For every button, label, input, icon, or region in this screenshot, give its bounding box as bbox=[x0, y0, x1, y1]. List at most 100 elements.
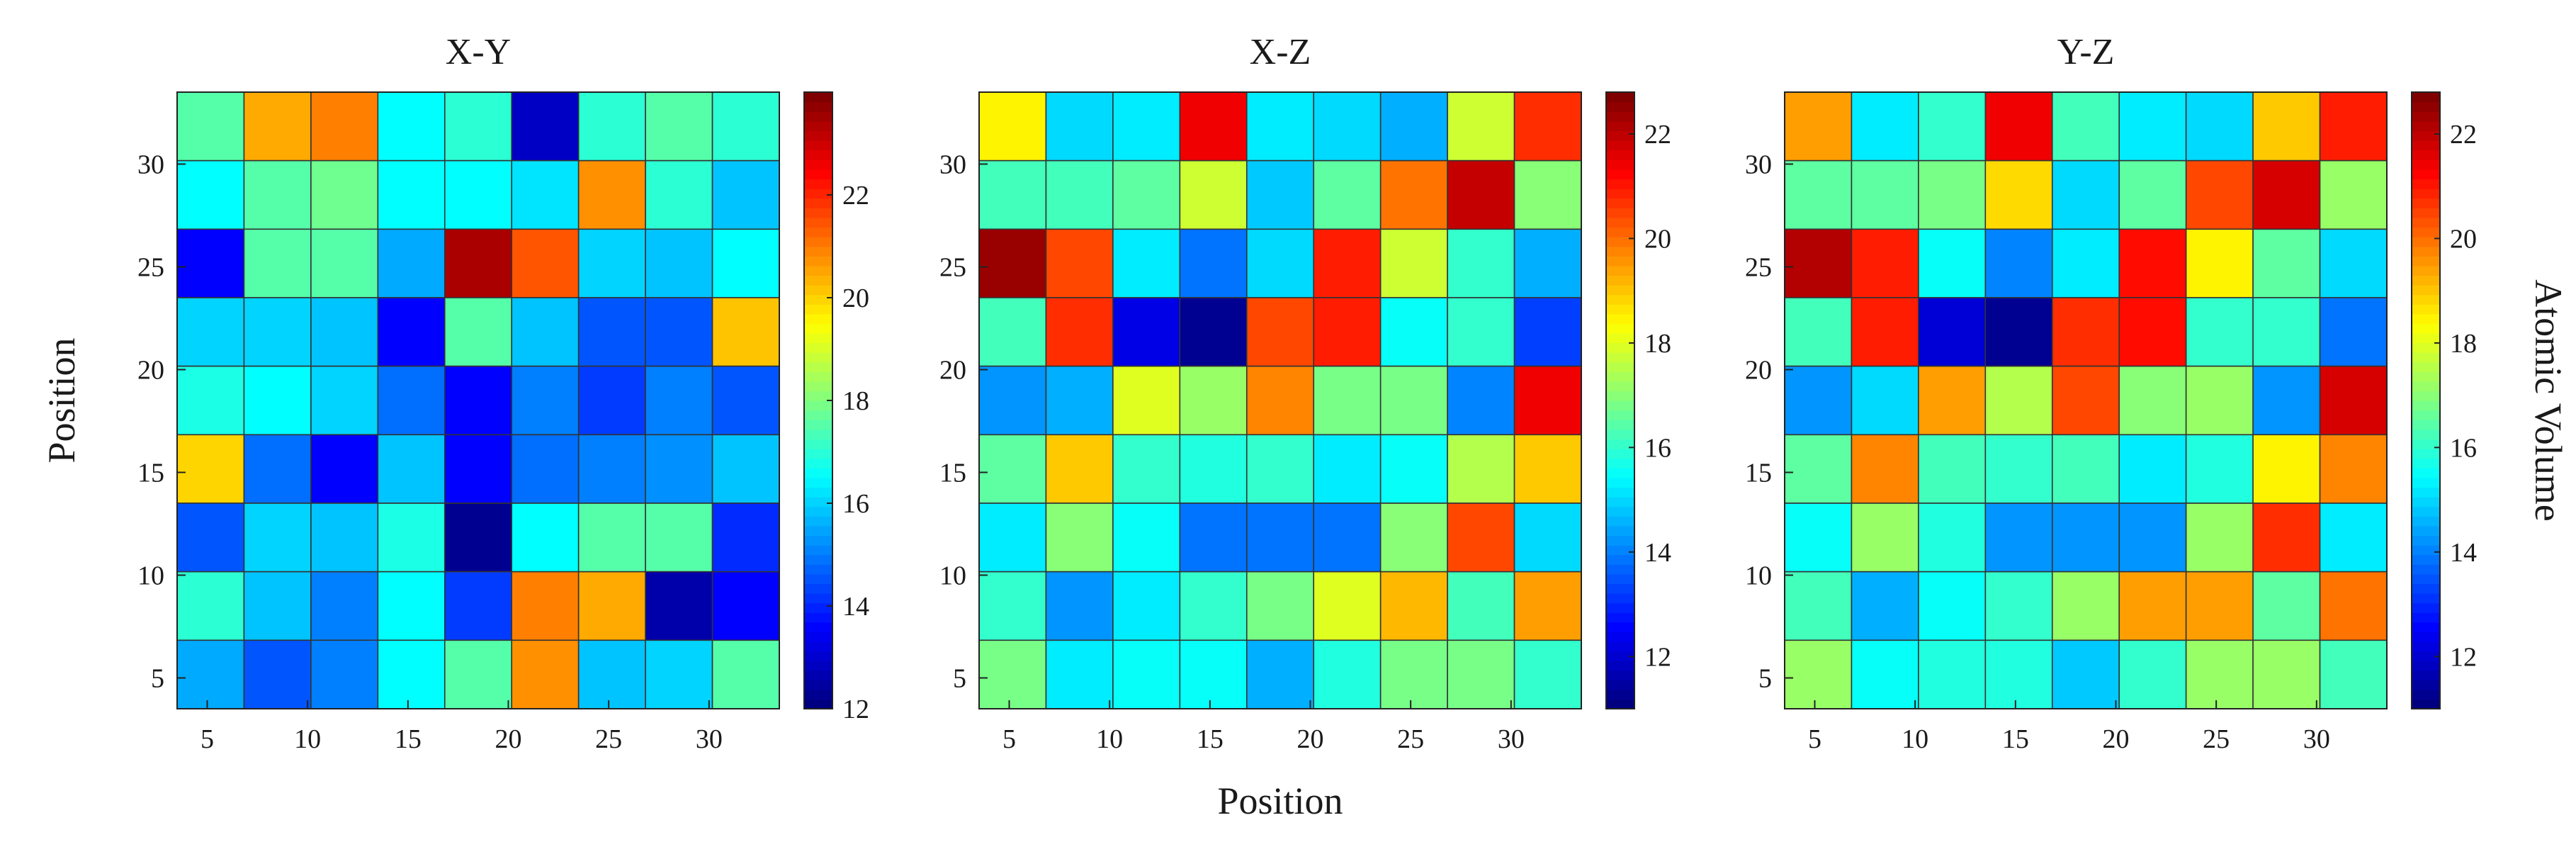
colorbar-segment bbox=[2412, 593, 2440, 604]
heatmap-cell bbox=[1045, 639, 1114, 709]
colorbar-tick-label: 22 bbox=[2450, 120, 2477, 150]
colorbar-tick-label: 12 bbox=[842, 695, 869, 724]
colorbar: 12 14 16 18 20 22 bbox=[803, 91, 869, 724]
heatmap-cell bbox=[176, 159, 245, 230]
heatmap-cell bbox=[444, 434, 513, 504]
y-tick-label: 25 bbox=[137, 253, 164, 283]
colorbar-segment bbox=[2412, 342, 2440, 353]
heatmap-cell bbox=[577, 228, 646, 298]
colorbar-segment bbox=[1606, 487, 1634, 498]
heatmap-cell bbox=[1513, 503, 1582, 573]
heatmap-cell bbox=[978, 503, 1047, 573]
heatmap-cell bbox=[577, 434, 646, 504]
heatmap-cell bbox=[1918, 91, 1987, 162]
heatmap-cell bbox=[1984, 503, 2053, 573]
heatmap-cell bbox=[310, 503, 379, 573]
colorbar-segment bbox=[1606, 661, 1634, 671]
colorbar-segment bbox=[804, 352, 832, 363]
heatmap-cell bbox=[1447, 434, 1515, 504]
colorbar-segment bbox=[804, 699, 832, 709]
colorbar-segment bbox=[804, 593, 832, 604]
heatmap-cell bbox=[511, 297, 580, 367]
heatmap-cell bbox=[645, 228, 713, 298]
heatmap-cell bbox=[645, 159, 713, 230]
colorbar-segment bbox=[804, 371, 832, 382]
colorbar-segment bbox=[1606, 468, 1634, 478]
colorbar-segment bbox=[1606, 256, 1634, 266]
colorbar-segment bbox=[1606, 429, 1634, 440]
heatmap-cell bbox=[310, 365, 379, 436]
colorbar-segment bbox=[2412, 294, 2440, 305]
colorbar-segment bbox=[804, 641, 832, 652]
heatmap-cell bbox=[1179, 434, 1248, 504]
heatmap-cell bbox=[711, 639, 780, 709]
heatmap-cell bbox=[2118, 503, 2187, 573]
colorbar-segment bbox=[1606, 506, 1634, 517]
heatmap-cell bbox=[1045, 297, 1114, 367]
heatmap-cell bbox=[1379, 228, 1448, 298]
colorbar-segment bbox=[2412, 525, 2440, 537]
colorbar-segment bbox=[804, 323, 832, 334]
heatmap-cell bbox=[2252, 571, 2321, 641]
heatmap-cell bbox=[1851, 571, 1919, 641]
y-tick-label: 10 bbox=[939, 561, 966, 591]
colorbar-segment bbox=[1606, 159, 1634, 170]
colorbar-segment bbox=[2412, 120, 2440, 132]
heatmap-cell bbox=[978, 228, 1047, 298]
heatmap-cell bbox=[1245, 297, 1315, 367]
colorbar: 12 14 16 18 20 22 bbox=[1605, 91, 1671, 709]
colorbar-segment bbox=[804, 544, 832, 556]
colorbar-segment bbox=[2412, 101, 2440, 112]
heatmap-cell bbox=[176, 365, 245, 436]
colorbar-segment bbox=[1606, 525, 1634, 537]
colorbar-segment bbox=[2412, 150, 2440, 160]
colorbar-segment bbox=[1606, 179, 1634, 189]
colorbar-segment bbox=[804, 381, 832, 392]
colorbar-segment bbox=[1606, 361, 1634, 373]
colorbar-segment bbox=[804, 198, 832, 208]
colorbar-segment bbox=[2412, 391, 2440, 401]
colorbar-segment bbox=[1606, 583, 1634, 594]
x-tick-label: 10 bbox=[1096, 724, 1123, 754]
heatmap-cell bbox=[2118, 434, 2187, 504]
colorbar-segment bbox=[804, 506, 832, 517]
colorbar-segment bbox=[2412, 198, 2440, 208]
heatmap-cell bbox=[444, 91, 513, 162]
heatmap-cell bbox=[1179, 639, 1248, 709]
colorbar-segment bbox=[1606, 236, 1634, 247]
colorbar-segment bbox=[2412, 217, 2440, 228]
heatmap-cell bbox=[511, 639, 580, 709]
heatmap-cell bbox=[1313, 503, 1382, 573]
colorbar-segment bbox=[1606, 169, 1634, 180]
y-tick-label: 10 bbox=[1745, 561, 1772, 591]
heatmap-cell bbox=[711, 503, 780, 573]
colorbar-segment bbox=[1606, 323, 1634, 334]
x-tick-label: 25 bbox=[1397, 724, 1424, 754]
colorbar-label: Atomic Volume bbox=[2527, 279, 2570, 522]
heatmap-cell bbox=[2118, 639, 2187, 709]
heatmap-cell bbox=[377, 91, 446, 162]
colorbar-segment bbox=[2412, 458, 2440, 468]
colorbar-segment bbox=[804, 391, 832, 401]
colorbar-segment bbox=[2412, 400, 2440, 411]
heatmap-cell bbox=[243, 365, 312, 436]
heatmap-cell bbox=[1045, 159, 1114, 230]
colorbar-tick-label: 16 bbox=[2450, 433, 2477, 463]
heatmap-cell bbox=[2051, 434, 2120, 504]
colorbar-segment bbox=[2412, 410, 2440, 420]
colorbar-segment bbox=[2412, 130, 2440, 141]
heatmap-cell bbox=[2051, 91, 2120, 162]
heatmap-cell bbox=[310, 571, 379, 641]
heatmap-cell bbox=[1447, 297, 1515, 367]
colorbar-segment bbox=[2412, 448, 2440, 459]
colorbar-tick-label: 12 bbox=[1644, 642, 1671, 672]
heatmap-cell bbox=[645, 297, 713, 367]
colorbar-frame bbox=[2411, 91, 2441, 709]
heatmap-cell bbox=[2118, 365, 2187, 436]
colorbar-segment bbox=[2412, 332, 2440, 344]
colorbar-segment bbox=[804, 439, 832, 449]
colorbar-segment bbox=[804, 622, 832, 633]
heatmap-cell bbox=[310, 639, 379, 709]
colorbar-tick-label: 14 bbox=[842, 592, 869, 622]
